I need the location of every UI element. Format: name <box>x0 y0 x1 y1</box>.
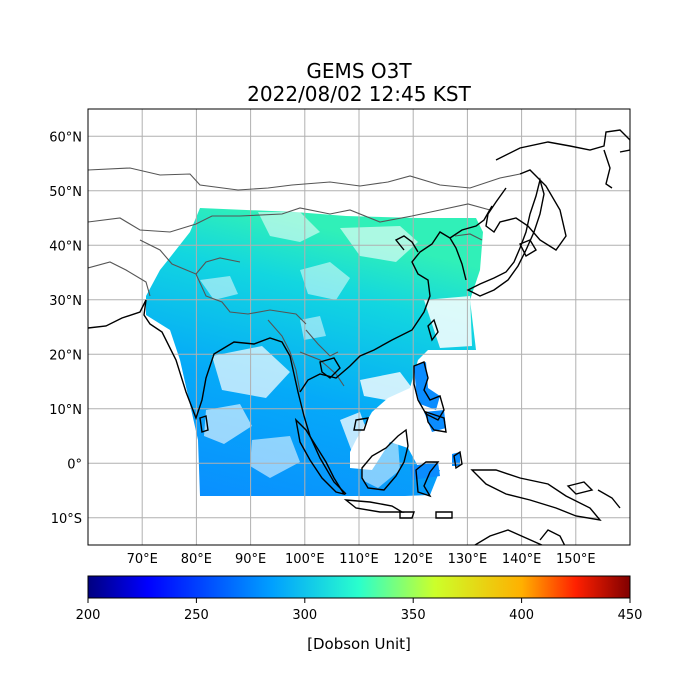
lon-tick-label: 110°E <box>339 552 379 567</box>
colorbar-tick-label: 250 <box>184 608 209 623</box>
lat-tick-label: 10°N <box>49 403 82 418</box>
lat-tick-label: 40°N <box>49 239 82 254</box>
colorbar-tick-label: 350 <box>401 608 426 623</box>
lon-tick-label: 130°E <box>448 552 488 567</box>
map-subtitle: 2022/08/02 12:45 KST <box>247 82 471 106</box>
colorbar-tick-label: 200 <box>76 608 101 623</box>
colorbar-tick-label: 450 <box>618 608 643 623</box>
lat-tick-label: 20°N <box>49 348 82 363</box>
colorbar <box>87 575 631 599</box>
coastlines <box>88 129 630 545</box>
lon-tick-label: 140°E <box>502 552 542 567</box>
lat-tick-label: 60°N <box>49 130 82 145</box>
lon-tick-label: 80°E <box>181 552 212 567</box>
latitude-labels: 60°N 50°N 40°N 30°N 20°N 10°N 0° 10°S <box>49 130 82 527</box>
colorbar-label: [Dobson Unit] <box>307 635 411 653</box>
longitude-labels: 70°E 80°E 90°E 100°E 110°E 120°E 130°E 140°E 150… <box>127 552 596 567</box>
lat-tick-label: 50°N <box>49 185 82 200</box>
colorbar-tick-label: 400 <box>509 608 534 623</box>
map-title: GEMS O3T <box>306 59 412 83</box>
lat-tick-label: 10°S <box>51 512 82 527</box>
lon-tick-label: 70°E <box>127 552 158 567</box>
colorbar-tick-label: 300 <box>292 608 317 623</box>
lat-tick-label: 0° <box>67 457 82 472</box>
lon-tick-label: 100°E <box>285 552 325 567</box>
map-frame <box>87 108 631 546</box>
lon-tick-label: 120°E <box>393 552 433 567</box>
lat-tick-label: 30°N <box>49 294 82 309</box>
country-borders <box>88 167 521 393</box>
lon-tick-label: 90°E <box>235 552 266 567</box>
lon-tick-label: 150°E <box>556 552 596 567</box>
colorbar-ticks: 200 250 300 350 400 450 <box>76 598 643 623</box>
